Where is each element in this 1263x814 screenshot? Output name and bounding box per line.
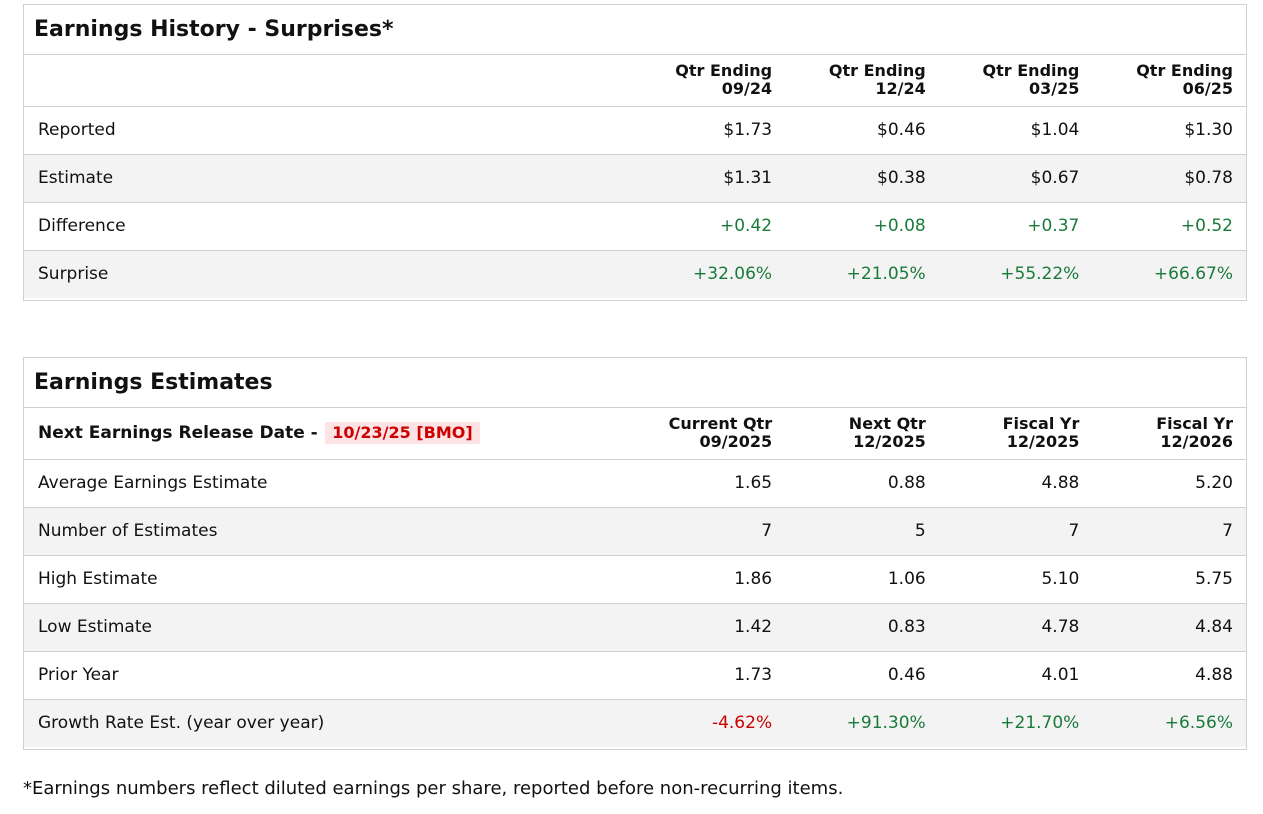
table-cell: 1.65 <box>631 459 786 508</box>
table-cell: 1.86 <box>631 555 786 604</box>
table-cell: $1.31 <box>631 154 786 203</box>
table-row: High Estimate 1.86 1.06 5.10 5.75 <box>24 555 1246 604</box>
table-row: Low Estimate 1.42 0.83 4.78 4.84 <box>24 603 1246 652</box>
table-cell: 5.75 <box>1092 555 1246 604</box>
table-cell: 7 <box>1092 507 1246 556</box>
next-release-cell: Next Earnings Release Date - 10/23/25 [B… <box>24 408 632 460</box>
earnings-history-panel: Earnings History - Surprises* Qtr Ending… <box>23 4 1247 301</box>
table-cell: $0.67 <box>938 154 1093 203</box>
table-cell: 7 <box>631 507 786 556</box>
table-cell: 4.78 <box>938 603 1093 652</box>
table-cell: +21.70% <box>938 699 1093 747</box>
table-cell: $1.04 <box>938 106 1093 155</box>
column-header: Fiscal Yr 12/2025 <box>938 408 1093 460</box>
table-cell: 1.73 <box>631 651 786 700</box>
next-release-date-badge: 10/23/25 [BMO] <box>325 422 480 445</box>
table-cell: 0.88 <box>785 459 939 508</box>
table-cell: 4.88 <box>1092 651 1246 700</box>
table-cell: +0.37 <box>938 202 1093 251</box>
table-cell: +0.42 <box>631 202 786 251</box>
column-header: Current Qtr 09/2025 <box>631 408 786 460</box>
table-cell: $0.46 <box>785 106 939 155</box>
column-header: Next Qtr 12/2025 <box>785 408 939 460</box>
table-cell: $1.73 <box>631 106 786 155</box>
table-cell: 0.83 <box>785 603 939 652</box>
row-label: Low Estimate <box>24 603 632 652</box>
table-cell: +0.08 <box>785 202 939 251</box>
table-row: Growth Rate Est. (year over year) -4.62%… <box>24 699 1246 747</box>
table-cell: +91.30% <box>785 699 939 747</box>
table-cell: $0.38 <box>785 154 939 203</box>
table-cell: +6.56% <box>1092 699 1246 747</box>
table-cell: 1.42 <box>631 603 786 652</box>
earnings-history-title: Earnings History - Surprises* <box>24 5 1246 55</box>
table-row: Estimate $1.31 $0.38 $0.67 $0.78 <box>24 154 1246 203</box>
row-label: Surprise <box>24 250 632 298</box>
earnings-estimates-header-row: Next Earnings Release Date - 10/23/25 [B… <box>24 408 1246 460</box>
table-cell: 1.06 <box>785 555 939 604</box>
row-label: Estimate <box>24 154 632 203</box>
row-label: Growth Rate Est. (year over year) <box>24 699 632 747</box>
table-cell: 7 <box>938 507 1093 556</box>
table-row: Surprise +32.06% +21.05% +55.22% +66.67% <box>24 250 1246 298</box>
table-cell: 5 <box>785 507 939 556</box>
row-label: High Estimate <box>24 555 632 604</box>
table-cell: 4.01 <box>938 651 1093 700</box>
next-release-label: Next Earnings Release Date - <box>38 423 318 444</box>
header-label-cell <box>24 55 632 107</box>
table-row: Reported $1.73 $0.46 $1.04 $1.30 <box>24 106 1246 155</box>
table-cell: 0.46 <box>785 651 939 700</box>
row-label: Average Earnings Estimate <box>24 459 632 508</box>
table-cell: 4.88 <box>938 459 1093 508</box>
table-cell: $0.78 <box>1092 154 1246 203</box>
footnote: *Earnings numbers reflect diluted earnin… <box>23 778 844 799</box>
table-cell: $1.30 <box>1092 106 1246 155</box>
earnings-estimates-title: Earnings Estimates <box>24 358 1246 408</box>
row-label: Prior Year <box>24 651 632 700</box>
table-cell: +0.52 <box>1092 202 1246 251</box>
column-header: Qtr Ending 03/25 <box>938 55 1093 107</box>
row-label: Number of Estimates <box>24 507 632 556</box>
table-cell: 5.20 <box>1092 459 1246 508</box>
table-row: Average Earnings Estimate 1.65 0.88 4.88… <box>24 459 1246 508</box>
table-cell: 5.10 <box>938 555 1093 604</box>
earnings-history-table: Qtr Ending 09/24 Qtr Ending 12/24 Qtr Endi… <box>24 55 1246 298</box>
table-row: Prior Year 1.73 0.46 4.01 4.88 <box>24 651 1246 700</box>
column-header: Qtr Ending 09/24 <box>631 55 786 107</box>
column-header: Fiscal Yr 12/2026 <box>1092 408 1246 460</box>
table-cell: 4.84 <box>1092 603 1246 652</box>
column-header: Qtr Ending 12/24 <box>785 55 939 107</box>
table-row: Difference +0.42 +0.08 +0.37 +0.52 <box>24 202 1246 251</box>
table-cell: -4.62% <box>631 699 786 747</box>
table-cell: +55.22% <box>938 250 1093 298</box>
table-cell: +66.67% <box>1092 250 1246 298</box>
column-header: Qtr Ending 06/25 <box>1092 55 1246 107</box>
table-row: Number of Estimates 7 5 7 7 <box>24 507 1246 556</box>
row-label: Difference <box>24 202 632 251</box>
table-cell: +21.05% <box>785 250 939 298</box>
earnings-history-header-row: Qtr Ending 09/24 Qtr Ending 12/24 Qtr Endi… <box>24 55 1246 107</box>
earnings-estimates-table: Next Earnings Release Date - 10/23/25 [B… <box>24 408 1246 747</box>
table-cell: +32.06% <box>631 250 786 298</box>
row-label: Reported <box>24 106 632 155</box>
earnings-estimates-panel: Earnings Estimates Next Earnings Release… <box>23 357 1247 750</box>
